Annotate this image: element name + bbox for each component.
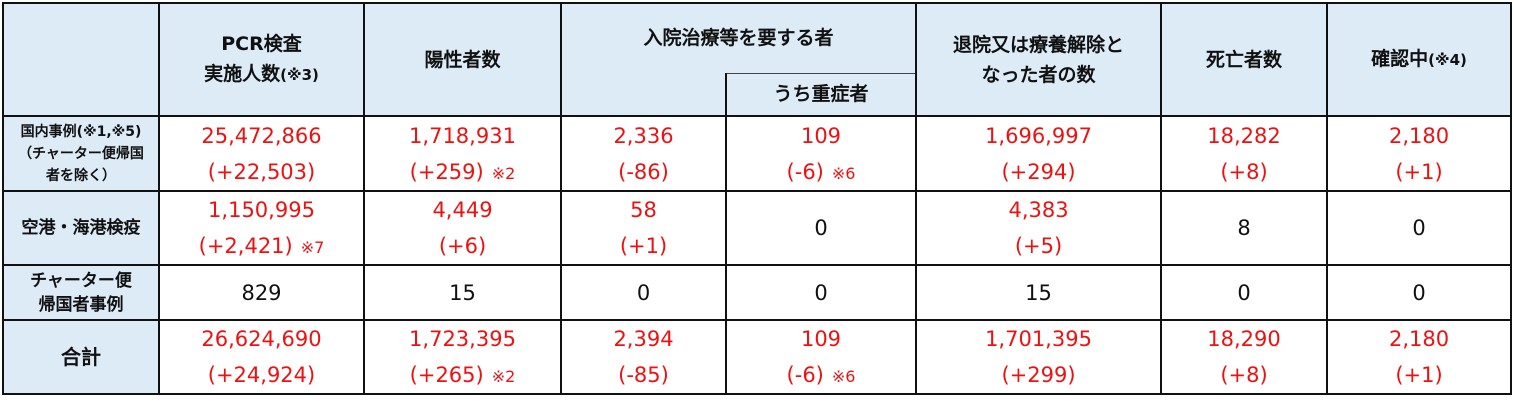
- cell-value: 18,290: [1207, 327, 1281, 351]
- header-hospital: 入院治療等を要する者: [559, 2, 918, 73]
- data-cell: 18,290 (+8): [1160, 319, 1329, 395]
- cell-value: 1,696,997: [985, 123, 1092, 148]
- data-cell: 8: [1160, 190, 1329, 266]
- cell-delta: (+8): [1220, 159, 1268, 184]
- data-cell: 0: [1326, 264, 1513, 321]
- footnote-mark: ※7: [300, 238, 325, 257]
- header-severe: うち重症者: [724, 72, 918, 117]
- header-positive: 陽性者数: [363, 2, 562, 117]
- data-cell: 0: [1326, 190, 1513, 266]
- cell-value: 58: [630, 198, 657, 222]
- data-cell: 1,723,395 (+265) ※2: [363, 319, 562, 395]
- data-cell: 15: [363, 264, 562, 321]
- data-cell: 2,394 (-85): [560, 319, 727, 395]
- footnote-mark: ※2: [491, 163, 516, 183]
- cell-delta: (+1): [1395, 363, 1443, 387]
- data-cell: 1,150,995 (+2,421) ※7: [158, 190, 365, 266]
- cell-value: 1,701,395: [985, 327, 1092, 351]
- cell-delta: (+6): [438, 234, 487, 258]
- data-cell: 0: [724, 264, 918, 321]
- cell-delta: (+299): [1001, 363, 1076, 387]
- data-cell: 0: [1160, 264, 1329, 321]
- data-cell: 2,336 (-86): [560, 115, 727, 192]
- header-confirming: 確認中(※4): [1326, 2, 1513, 117]
- cell-delta: (+2,421) ※7: [198, 234, 325, 258]
- header-deaths: 死亡者数: [1160, 2, 1329, 117]
- cell-delta: (-86): [618, 159, 669, 184]
- footnote-mark: ※2: [491, 367, 516, 386]
- cell-delta: (+22,503): [207, 159, 316, 184]
- data-cell: 4,383 (+5): [915, 190, 1163, 266]
- data-cell: 2,180 (+1): [1326, 115, 1513, 192]
- footnote-mark: ※6: [831, 367, 856, 386]
- cell-value: 18,282: [1207, 123, 1281, 148]
- corner-header: [2, 2, 160, 117]
- header-pcr: PCR検査 実施人数(※3): [158, 2, 365, 117]
- header-hospital-blank: [560, 73, 727, 117]
- cell-value: 1,150,995: [208, 198, 315, 222]
- cell-value: 1,718,931: [409, 123, 516, 148]
- cell-value: 2,394: [613, 327, 674, 351]
- cell-delta: (+1): [1395, 159, 1443, 184]
- cell-value: 109: [800, 123, 842, 148]
- data-cell: 1,701,395 (+299): [915, 319, 1163, 395]
- cell-value: 4,383: [1008, 198, 1069, 222]
- table-row-quarantine: 空港・海港検疫 1,150,995 (+2,421) ※7 4,449 (+6) 58 (+1…: [2, 190, 1513, 266]
- row-label: 合計: [2, 319, 160, 395]
- footnote-mark: ※6: [831, 163, 856, 183]
- data-cell: 109 (-6) ※6: [724, 115, 918, 192]
- data-cell: 109 (-6) ※6: [724, 319, 918, 395]
- data-cell: 2,180 (+1): [1326, 319, 1513, 395]
- data-cell: 0: [724, 190, 918, 266]
- row-label: チャーター便 帰国者事例: [2, 264, 160, 321]
- cell-value: 2,336: [613, 123, 674, 148]
- cell-delta: (+265) ※2: [409, 363, 516, 387]
- data-cell: 15: [915, 264, 1163, 321]
- cell-delta: (+5): [1014, 234, 1063, 258]
- cell-value: 26,624,690: [201, 327, 322, 351]
- cell-delta: (+259) ※2: [409, 159, 516, 184]
- cell-delta: (-85): [618, 363, 669, 387]
- data-cell: 26,624,690 (+24,924): [158, 319, 365, 395]
- cell-value: 2,180: [1388, 327, 1450, 351]
- header-discharged: 退院又は療養解除と なった者の数: [915, 2, 1163, 117]
- row-label: 空港・海港検疫: [2, 190, 160, 266]
- data-cell: 1,718,931 (+259) ※2: [363, 115, 562, 192]
- cell-delta: (+1): [619, 234, 668, 258]
- data-cell: 0: [560, 264, 727, 321]
- row-label: 国内事例(※1,※5) （チャーター便帰国 者を除く）: [2, 115, 160, 192]
- covid-status-table: PCR検査 実施人数(※3) 陽性者数 入院治療等を要する者 退院又は療養解除とな…: [2, 2, 1513, 395]
- data-cell: 58 (+1): [560, 190, 727, 266]
- data-cell: 829: [158, 264, 365, 321]
- cell-delta: (+24,924): [207, 363, 316, 387]
- cell-value: 2,180: [1388, 123, 1450, 148]
- data-cell: 25,472,866 (+22,503): [158, 115, 365, 192]
- cell-delta: (-6) ※6: [786, 159, 856, 184]
- table-row-total: 合計 26,624,690 (+24,924) 1,723,395 (+265) ※2 2,…: [2, 319, 1513, 395]
- cell-delta: (+294): [1001, 159, 1076, 184]
- cell-value: 25,472,866: [201, 123, 322, 148]
- cell-delta: (+8): [1220, 363, 1268, 387]
- cell-value: 4,449: [432, 198, 493, 222]
- data-cell: 1,696,997 (+294): [915, 115, 1163, 192]
- table-row-charter: チャーター便 帰国者事例 829 15 0 0 15 0 0: [2, 264, 1513, 321]
- data-cell: 4,449 (+6): [363, 190, 562, 266]
- cell-value: 1,723,395: [409, 327, 516, 351]
- table-row-domestic: 国内事例(※1,※5) （チャーター便帰国 者を除く） 25,472,866 (+22,…: [2, 115, 1513, 192]
- cell-value: 109: [800, 327, 842, 351]
- data-cell: 18,282 (+8): [1160, 115, 1329, 192]
- cell-delta: (-6) ※6: [786, 363, 856, 387]
